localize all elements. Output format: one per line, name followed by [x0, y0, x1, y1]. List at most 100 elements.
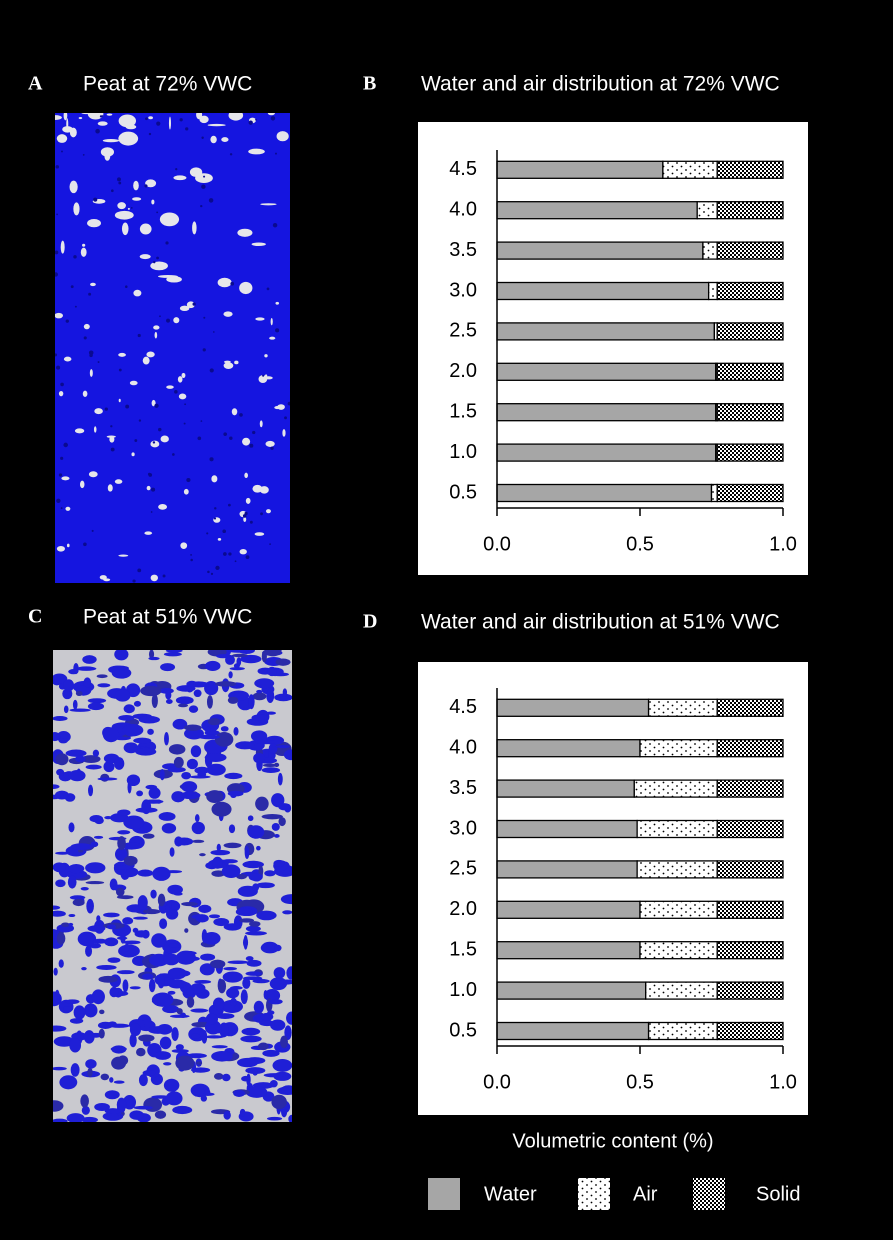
texture-spot	[118, 944, 140, 958]
texture-spot	[231, 653, 249, 658]
texture-spot	[240, 1035, 262, 1043]
bar-segment	[716, 241, 784, 260]
texture-spot	[81, 1105, 90, 1115]
texture-spot	[104, 937, 119, 947]
texture-spot	[215, 1013, 235, 1019]
texture-spot	[228, 824, 236, 834]
texture-spot	[173, 756, 184, 768]
texture-spot	[118, 131, 139, 146]
texture-spot	[189, 775, 211, 779]
texture-spot	[203, 316, 206, 319]
texture-spot	[65, 749, 87, 757]
texture-spot	[152, 866, 171, 881]
bar-segment	[716, 900, 784, 919]
texture-spot	[90, 841, 99, 848]
texture-spot	[77, 931, 97, 947]
x-tick-label: 0.0	[483, 1071, 511, 1093]
texture-spot	[157, 893, 166, 907]
texture-spot	[256, 882, 275, 889]
texture-spot	[178, 393, 187, 400]
texture-spot	[109, 436, 115, 443]
texture-spot	[100, 147, 114, 157]
texture-spot	[163, 953, 180, 966]
texture-spot	[223, 432, 228, 436]
texture-spot	[175, 696, 194, 705]
texture-spot	[223, 1110, 231, 1120]
texture-spot	[158, 427, 162, 432]
texture-spot	[55, 353, 58, 357]
texture-spot	[185, 127, 189, 131]
texture-spot	[200, 953, 216, 961]
texture-spot	[118, 352, 126, 357]
texture-spot	[141, 973, 154, 980]
texture-spot	[190, 745, 202, 758]
texture-spot	[255, 317, 265, 321]
bar-segment	[636, 860, 718, 879]
texture-spot	[88, 471, 98, 478]
texture-spot	[154, 403, 159, 408]
texture-spot	[150, 574, 159, 582]
panel-letter: C	[28, 606, 42, 628]
texture-spot	[191, 1033, 201, 1039]
texture-spot	[158, 503, 168, 510]
texture-spot	[131, 452, 135, 457]
y-tick-label: 4.5	[449, 158, 477, 180]
texture-spot	[124, 943, 130, 952]
texture-spot	[167, 967, 187, 980]
texture-spot	[145, 179, 157, 188]
legend-swatch	[693, 1178, 725, 1210]
texture-spot	[252, 883, 260, 892]
texture-spot	[160, 435, 169, 443]
texture-spot	[75, 690, 83, 696]
texture-spot	[286, 1011, 292, 1025]
texture-spot	[160, 663, 176, 672]
texture-spot	[63, 113, 68, 121]
bar-segment	[496, 281, 710, 301]
texture-spot	[271, 1094, 287, 1110]
bar-segment	[716, 322, 784, 341]
texture-spot	[133, 289, 142, 297]
texture-spot	[94, 1102, 110, 1112]
texture-spot	[174, 390, 178, 394]
texture-spot	[260, 203, 277, 206]
texture-spot	[123, 704, 135, 714]
texture-spot	[204, 753, 227, 762]
texture-spot	[288, 1114, 292, 1122]
texture-spot	[175, 837, 194, 846]
texture-spot	[209, 368, 214, 373]
texture-spot	[104, 816, 112, 820]
texture-spot	[234, 360, 239, 365]
texture-spot	[68, 770, 86, 782]
texture-spot	[239, 1108, 246, 1117]
texture-spot	[72, 699, 78, 710]
texture-spot	[81, 755, 101, 764]
texture-spot	[82, 154, 85, 156]
y-tick-label: 1.5	[449, 938, 477, 960]
texture-spot	[116, 1097, 127, 1112]
texture-spot	[151, 199, 155, 205]
texture-spot	[110, 189, 114, 193]
texture-spot	[267, 1010, 275, 1015]
texture-spot	[274, 834, 280, 838]
texture-spot	[90, 282, 96, 287]
bar-segment	[696, 201, 718, 220]
texture-spot	[163, 1078, 180, 1092]
texture-spot	[167, 979, 187, 989]
texture-spot	[56, 365, 61, 370]
texture-spot	[77, 849, 84, 853]
texture-spot	[169, 847, 175, 857]
texture-spot	[229, 153, 233, 156]
texture-spot	[217, 277, 232, 288]
texture-spot	[248, 694, 255, 710]
texture-spot	[274, 762, 280, 768]
texture-spot	[88, 784, 94, 797]
texture-spot	[167, 911, 173, 916]
texture-spot	[197, 436, 202, 441]
texture-spot	[68, 669, 79, 675]
texture-spot	[56, 932, 66, 945]
texture-spot	[53, 967, 58, 976]
texture-spot	[85, 945, 93, 957]
texture-spot	[60, 382, 64, 387]
texture-spot	[172, 718, 188, 730]
panel-letter: A	[28, 73, 43, 95]
